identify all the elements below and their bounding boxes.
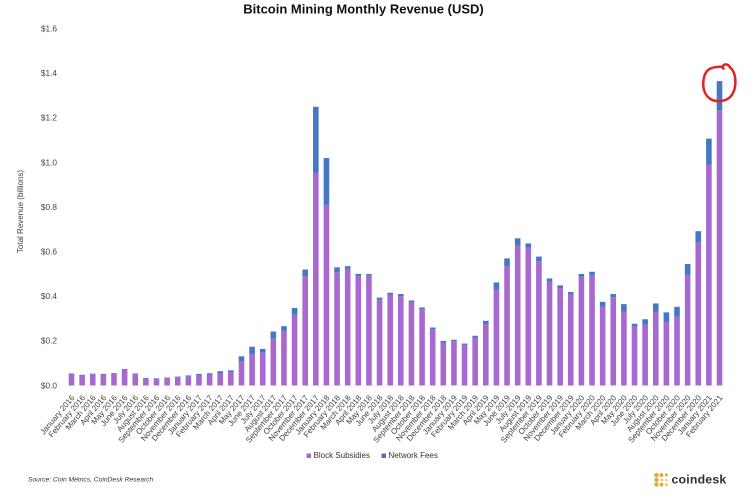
svg-text:Bitcoin Mining Monthly Revenue: Bitcoin Mining Monthly Revenue (USD) — [243, 2, 484, 17]
svg-text:coindesk: coindesk — [672, 473, 727, 487]
svg-text:Total Revenue (billions): Total Revenue (billions) — [16, 170, 25, 253]
svg-text:$0.2: $0.2 — [41, 336, 58, 346]
svg-text:$0.6: $0.6 — [41, 247, 58, 257]
svg-text:Network Fees: Network Fees — [389, 451, 438, 460]
svg-text:Block Subsidies: Block Subsidies — [314, 451, 370, 460]
svg-text:$1.4: $1.4 — [41, 68, 58, 78]
svg-text:$0.0: $0.0 — [41, 380, 58, 390]
svg-text:$0.4: $0.4 — [41, 291, 58, 301]
svg-text:$1.6: $1.6 — [41, 24, 58, 34]
svg-text:$1.0: $1.0 — [41, 157, 58, 167]
svg-text:$1.2: $1.2 — [41, 113, 58, 123]
svg-text:Source: Coin Metrics, CoinDesk: Source: Coin Metrics, CoinDesk Research — [28, 477, 154, 484]
svg-text:$0.8: $0.8 — [41, 202, 58, 212]
